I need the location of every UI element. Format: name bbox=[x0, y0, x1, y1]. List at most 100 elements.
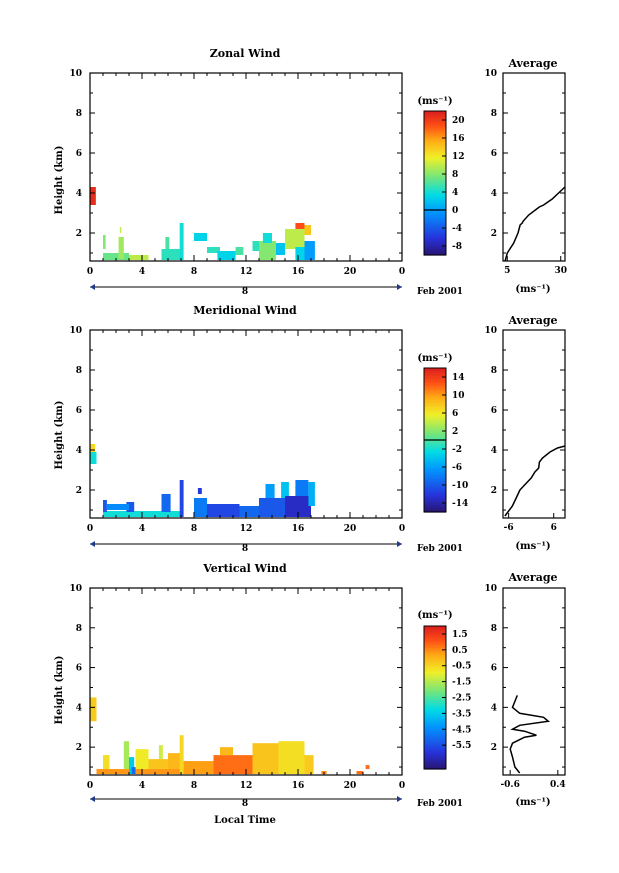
meridional-colorbar-label: -2 bbox=[452, 445, 462, 455]
vertical-colorbar-segment bbox=[424, 635, 446, 639]
meridional-average-xtick-label: -6 bbox=[504, 523, 514, 533]
zonal-colorbar-segment bbox=[424, 151, 446, 155]
vertical-colorbar-segment bbox=[424, 714, 446, 718]
zonal-colorbar-segment bbox=[424, 199, 446, 203]
zonal-colorbar-segment bbox=[424, 245, 446, 249]
vertical-colorbar-segment bbox=[424, 752, 446, 756]
zonal-day-label: 8 bbox=[242, 287, 248, 297]
vertical-colorbar-label: 1.5 bbox=[452, 630, 468, 640]
meridional-xtick-label: 8 bbox=[191, 524, 197, 534]
vertical-colorbar-segment bbox=[424, 640, 446, 644]
zonal-colorbar-segment bbox=[424, 250, 446, 254]
zonal-average-xlabel: (ms⁻¹) bbox=[515, 284, 550, 295]
meridional-colorbar-segment bbox=[424, 413, 446, 417]
meridional-colorbar-segment bbox=[424, 490, 446, 494]
vertical-colorbar-segment bbox=[424, 742, 446, 746]
zonal-data-cell bbox=[165, 237, 170, 249]
vertical-colorbar-segment bbox=[424, 754, 446, 758]
vertical-colorbar-segment bbox=[424, 647, 446, 651]
meridional-average-frame bbox=[502, 329, 566, 519]
vertical-xtick-label: 20 bbox=[344, 781, 357, 791]
meridional-colorbar-label: -10 bbox=[452, 481, 468, 491]
zonal-average-ytick-label: 8 bbox=[491, 109, 497, 119]
meridional-colorbar-segment bbox=[424, 416, 446, 419]
meridional-data-cell bbox=[265, 484, 275, 498]
vertical-average-ytick-label: 8 bbox=[491, 624, 497, 634]
meridional-wind-panel: Meridional Wind Height (km) (ms⁻¹) Feb 2… bbox=[54, 304, 566, 554]
zonal-colorbar-segment bbox=[424, 135, 446, 138]
meridional-colorbar-segment bbox=[424, 380, 446, 383]
meridional-colorbar-segment bbox=[424, 382, 446, 386]
vertical-colorbar-segment bbox=[424, 668, 446, 672]
meridional-xtick-label: 0 bbox=[87, 524, 93, 534]
zonal-colorbar-segment bbox=[424, 173, 446, 177]
zonal-colorbar-segment bbox=[424, 180, 446, 184]
vertical-wind-title: Vertical Wind bbox=[202, 562, 287, 575]
zonal-colorbar-segment bbox=[424, 190, 446, 194]
vertical-colorbar-segment bbox=[424, 766, 446, 770]
meridional-colorbar-segment bbox=[424, 492, 446, 496]
zonal-colorbar-segment bbox=[424, 178, 446, 182]
meridional-colorbar-segment bbox=[424, 440, 446, 443]
vertical-data-cell bbox=[129, 757, 135, 775]
meridional-ytick-label: 4 bbox=[76, 446, 82, 456]
vertical-colorbar-segment bbox=[424, 709, 446, 713]
meridional-colorbar-segment bbox=[424, 384, 446, 388]
vertical-colorbar-segment bbox=[424, 697, 446, 701]
meridional-colorbar-segment bbox=[424, 404, 446, 407]
zonal-colorbar-segment bbox=[424, 185, 446, 189]
vertical-colorbar-segment bbox=[424, 699, 446, 703]
zonal-data-cell bbox=[103, 253, 129, 260]
vertical-average-title: Average bbox=[507, 571, 557, 584]
vertical-colorbar-segment bbox=[424, 637, 446, 641]
vertical-colorbar-segment bbox=[424, 721, 446, 725]
meridional-colorbar-segment bbox=[424, 459, 446, 463]
vertical-xtick-label: 12 bbox=[240, 781, 253, 791]
zonal-colorbar-segment bbox=[424, 139, 446, 143]
zonal-colorbar-frame bbox=[423, 110, 447, 256]
meridional-data-cell bbox=[197, 488, 202, 494]
vertical-ytick-label: 10 bbox=[69, 584, 82, 594]
meridional-colorbar-segment bbox=[424, 399, 446, 403]
zonal-colorbar-label: -8 bbox=[452, 242, 462, 252]
meridional-colorbar-segment bbox=[424, 464, 446, 467]
vertical-data-cell bbox=[365, 765, 370, 770]
zonal-colorbar-segment bbox=[424, 216, 446, 220]
vertical-colorbar-segment bbox=[424, 633, 446, 637]
zonal-date-label: Feb 2001 bbox=[417, 287, 463, 297]
zonal-xtick-label: 0 bbox=[87, 267, 93, 277]
vertical-colorbar-segment bbox=[424, 740, 446, 744]
zonal-colorbar-segment bbox=[424, 154, 446, 158]
zonal-colorbar-units: (ms⁻¹) bbox=[417, 96, 452, 107]
vertical-data-cell bbox=[123, 741, 129, 770]
zonal-colorbar-segment bbox=[424, 231, 446, 234]
meridional-colorbar-segment bbox=[424, 468, 446, 472]
zonal-colorbar-segment bbox=[424, 228, 446, 232]
zonal-colorbar-segment bbox=[424, 166, 446, 170]
vertical-colorbar-segment bbox=[424, 626, 446, 629]
meridional-data-cell bbox=[90, 444, 96, 452]
meridional-colorbar-segment bbox=[424, 392, 446, 395]
vertical-colorbar-segment bbox=[424, 656, 446, 660]
meridional-day-label: 8 bbox=[242, 544, 248, 554]
zonal-colorbar-label: -4 bbox=[452, 224, 462, 234]
meridional-colorbar-label: 2 bbox=[452, 427, 458, 437]
zonal-average-ytick-label: 6 bbox=[491, 149, 497, 159]
zonal-average-ytick-label: 10 bbox=[484, 69, 497, 79]
meridional-colorbar-segment bbox=[424, 509, 446, 513]
meridional-average-ytick-label: 6 bbox=[491, 406, 497, 416]
meridional-colorbar-label: 6 bbox=[452, 409, 458, 419]
zonal-data-cell bbox=[194, 233, 207, 241]
zonal-average-ytick-label: 2 bbox=[491, 229, 497, 239]
zonal-colorbar-label: 8 bbox=[452, 170, 458, 180]
vertical-colorbar-label: -4.5 bbox=[452, 725, 471, 735]
vertical-colorbar-segment bbox=[424, 759, 446, 763]
vertical-colorbar-segment bbox=[424, 745, 446, 749]
meridional-data-cell bbox=[207, 504, 240, 517]
meridional-colorbar-segment bbox=[424, 502, 446, 506]
meridional-date-axis-arrow-left bbox=[90, 541, 95, 547]
meridional-average-xlabel: (ms⁻¹) bbox=[515, 541, 550, 552]
vertical-colorbar-segment bbox=[424, 692, 446, 696]
vertical-data-cell bbox=[213, 755, 253, 775]
vertical-colorbar-segment bbox=[424, 702, 446, 706]
